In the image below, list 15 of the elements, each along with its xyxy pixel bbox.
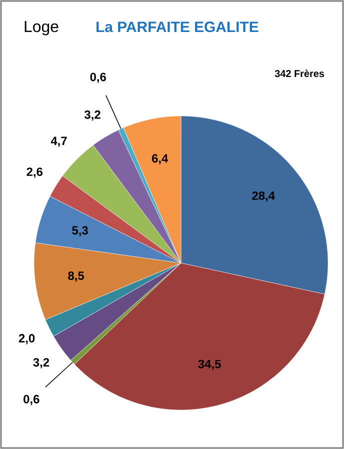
data-label: 34,5 [198,360,221,370]
chart-title: Loge [24,21,58,36]
data-label: 2,0 [18,334,35,344]
data-label: 3,2 [33,358,50,368]
data-label: 6,4 [152,154,168,164]
data-label: 28,4 [252,191,275,202]
data-label: 8,5 [68,271,84,282]
data-label: 0,6 [24,394,40,406]
data-label: 3,2 [84,110,100,121]
text: 342 Frères [274,70,324,78]
data-label: 5,3 [72,226,88,236]
chart-subtitle: La PARFAITE EGALITE [96,22,258,32]
data-label: 2,6 [26,168,43,178]
data-label: 0,6 [90,72,106,83]
data-label: 4,7 [50,136,67,147]
